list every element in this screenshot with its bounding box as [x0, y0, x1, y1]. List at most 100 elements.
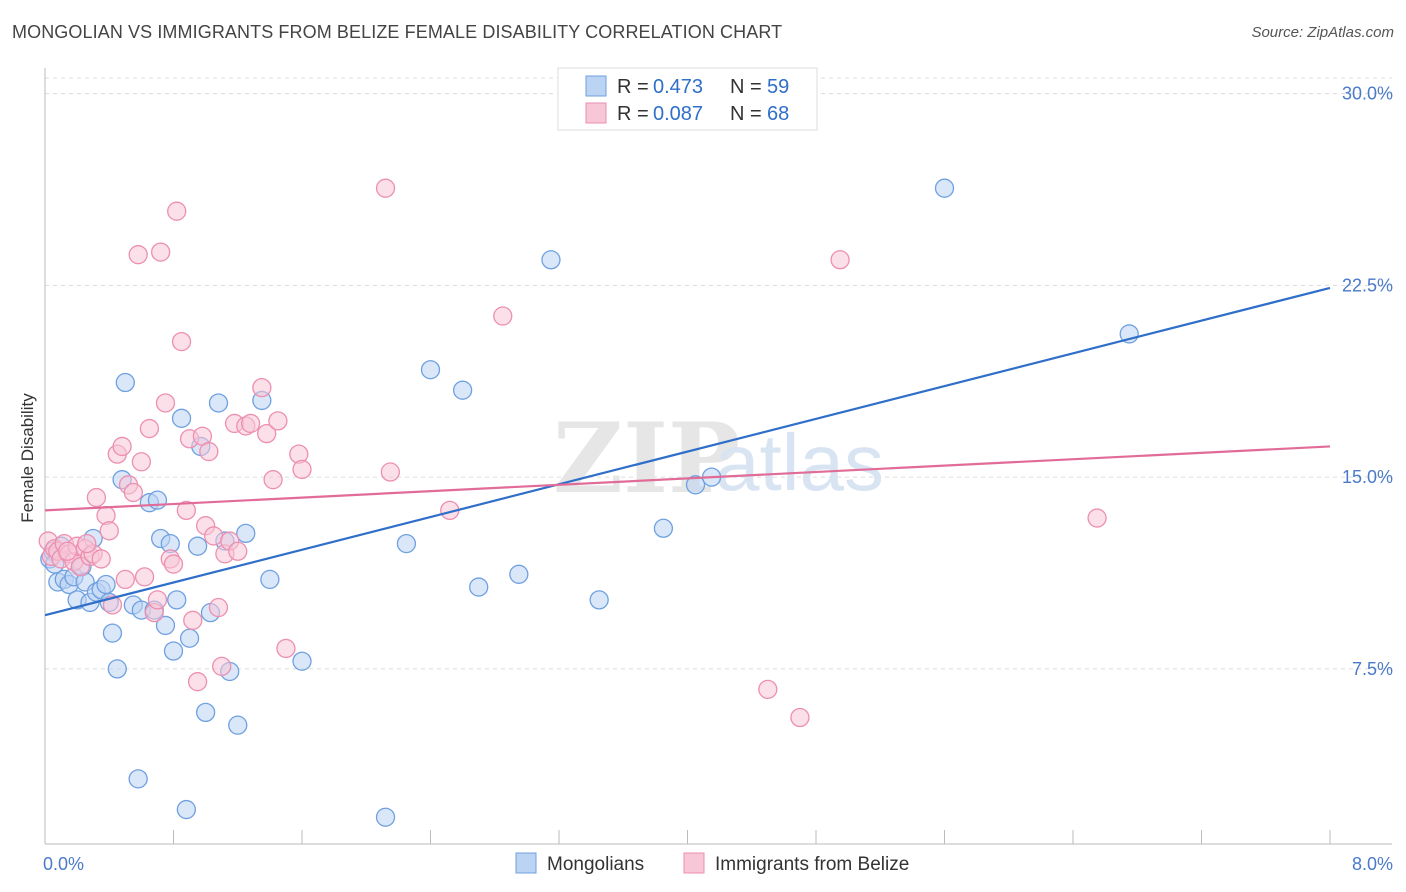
point-mongolians: [208, 393, 229, 413]
point-belize: [167, 201, 187, 221]
point-belize: [139, 418, 160, 439]
legend-swatch-mongolians: [585, 75, 607, 97]
point-belize: [163, 554, 184, 574]
point-belize: [134, 567, 155, 587]
legend-r-value-mongolians: 0.473: [653, 76, 703, 98]
point-mongolians: [147, 490, 168, 510]
point-belize: [99, 521, 119, 541]
watermark-atlas: atlas: [715, 418, 884, 507]
point-mongolians: [179, 628, 200, 648]
point-belize: [263, 470, 283, 490]
point-mongolians: [653, 518, 674, 538]
point-belize: [176, 500, 197, 521]
point-belize: [252, 377, 272, 398]
point-mongolians: [96, 574, 116, 595]
point-belize: [91, 549, 111, 569]
point-mongolians: [452, 380, 473, 400]
trend-line-mongolians: [44, 286, 1331, 617]
point-belize: [204, 526, 224, 546]
point-belize: [240, 413, 261, 434]
point-belize: [112, 436, 132, 457]
point-belize: [77, 533, 97, 554]
legend-r-label-belize: R =: [617, 103, 649, 125]
point-belize: [375, 178, 396, 198]
legend-n-label-mongolians: N =: [730, 76, 762, 98]
y-tick-label: 22.5%: [1342, 275, 1393, 295]
point-belize: [155, 393, 176, 413]
bottom-legend-label-mongolians: Mongolians: [547, 854, 644, 875]
x-tick-label-max: 8.0%: [1352, 854, 1393, 874]
point-mongolians: [195, 702, 216, 723]
point-mongolians: [187, 536, 208, 556]
point-mongolians: [541, 250, 561, 270]
point-mongolians: [102, 623, 123, 643]
point-mongolians: [176, 799, 197, 820]
bottom-legend-label-belize: Immigrants from Belize: [715, 854, 909, 875]
y-tick-label: 30.0%: [1342, 84, 1393, 104]
point-mongolians: [155, 615, 176, 636]
legend-n-value-belize: 68: [767, 103, 789, 125]
point-mongolians: [107, 659, 127, 679]
point-belize: [212, 656, 232, 676]
point-mongolians: [469, 577, 489, 597]
point-mongolians: [589, 590, 609, 610]
point-belize: [790, 707, 810, 728]
point-belize: [128, 245, 148, 265]
point-belize: [86, 487, 107, 508]
point-belize: [57, 541, 78, 561]
point-belize: [208, 597, 229, 618]
legend-r-label-mongolians: R =: [617, 76, 649, 98]
point-mongolians: [171, 408, 192, 428]
legend-r-value-belize: 0.087: [653, 103, 703, 125]
watermark: ZIP atlas: [553, 402, 884, 515]
point-belize: [292, 459, 312, 480]
point-belize: [257, 424, 277, 444]
legend-swatch-belize: [585, 102, 607, 124]
grid-lines: [45, 77, 1392, 670]
point-mongolians: [167, 590, 187, 610]
point-mongolians: [375, 807, 396, 827]
point-belize: [115, 569, 135, 590]
bottom-legend: Mongolians Immigrants from Belize: [515, 852, 909, 875]
y-tick-label: 7.5%: [1352, 659, 1393, 679]
point-mongolians: [509, 564, 529, 584]
point-belize: [276, 638, 296, 659]
point-mongolians: [292, 651, 312, 671]
point-belize: [171, 331, 192, 352]
data-points: [38, 178, 1139, 827]
trend-lines: [44, 286, 1331, 617]
point-belize: [830, 250, 850, 270]
y-tick-label: 15.0%: [1342, 467, 1393, 487]
point-mongolians: [934, 178, 955, 198]
point-mongolians: [396, 533, 417, 554]
point-belize: [150, 242, 171, 262]
point-mongolians: [685, 475, 706, 495]
point-mongolians: [420, 360, 441, 380]
axes: [44, 68, 1392, 845]
point-belize: [102, 595, 123, 615]
x-tick-labels: 0.0% 8.0%: [43, 854, 1393, 874]
point-belize: [147, 590, 168, 610]
point-mongolians: [236, 523, 256, 544]
point-belize: [187, 672, 208, 692]
point-mongolians: [260, 569, 280, 590]
bottom-legend-swatch-mongolians: [515, 852, 537, 874]
point-mongolians: [128, 769, 148, 789]
point-belize: [268, 411, 288, 431]
point-belize: [228, 541, 248, 561]
point-belize: [493, 306, 513, 326]
legend-n-value-mongolians: 59: [767, 76, 789, 98]
point-belize: [380, 462, 400, 482]
watermark-zip: ZIP: [553, 402, 740, 515]
source-credit: Source: ZipAtlas.com: [1251, 24, 1394, 41]
bottom-legend-swatch-belize: [683, 852, 705, 874]
top-legend: R = 0.473 N = 59 R = 0.087 N = 68: [557, 67, 818, 131]
y-axis-title: Female Disability: [18, 393, 37, 523]
y-tick-labels: 7.5% 15.0% 22.5% 30.0%: [1342, 84, 1393, 679]
trend-line-belize: [44, 445, 1331, 512]
point-mongolians: [163, 641, 184, 661]
point-belize: [123, 482, 143, 503]
point-belize: [131, 452, 152, 472]
point-mongolians: [115, 372, 135, 393]
